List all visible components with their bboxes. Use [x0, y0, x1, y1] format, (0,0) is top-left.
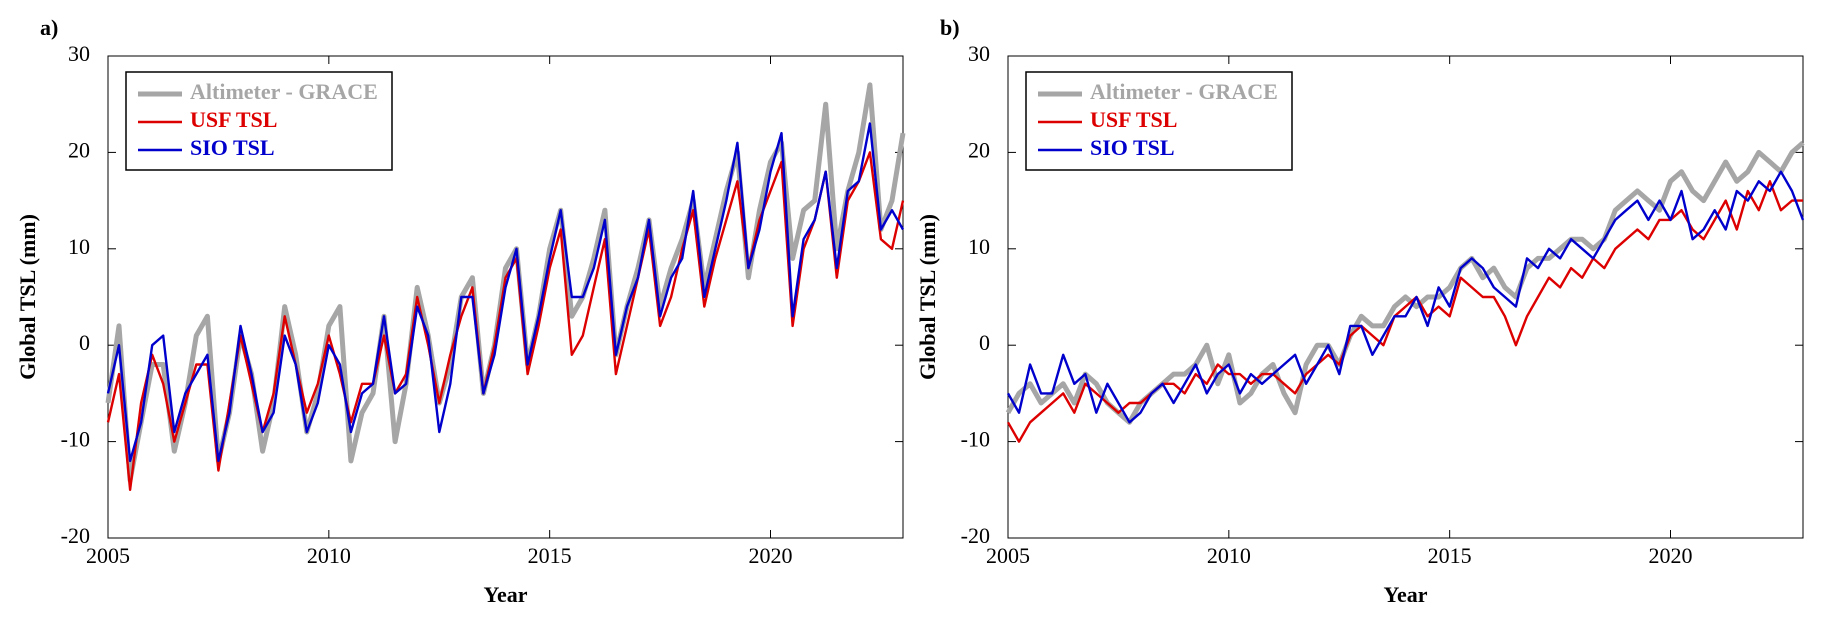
panel: a) Year Global TSL (mm) -20 -10 0 10 20 30 2005 20… — [15, 15, 906, 607]
legend-label: Altimeter - GRACE — [190, 79, 378, 104]
y-tick-label: -20 — [961, 523, 990, 548]
y-tick-label: 0 — [979, 330, 990, 355]
x-tick-label: 2015 — [528, 543, 572, 568]
x-tick-label: 2010 — [307, 543, 351, 568]
x-tick-label: 2020 — [1649, 543, 1693, 568]
y-tick-label: -20 — [61, 523, 90, 548]
y-tick-label: 30 — [968, 41, 990, 66]
x-tick-label: 2005 — [86, 543, 130, 568]
x-tick-label: 2015 — [1428, 543, 1472, 568]
legend-label: USF TSL — [1090, 107, 1177, 132]
y-tick-label: -10 — [61, 427, 90, 452]
y-tick-label: 10 — [968, 234, 990, 259]
series-line — [106, 122, 905, 463]
legend-label: SIO TSL — [190, 135, 275, 160]
panel: b) Year Global TSL (mm) -20 -10 0 10 20 30 2005 20… — [915, 15, 1805, 607]
y-tick-label: 0 — [79, 330, 90, 355]
y-axis-label: Global TSL (mm) — [915, 214, 940, 380]
x-axis-label: Year — [484, 582, 528, 607]
legend-label: Altimeter - GRACE — [1090, 79, 1278, 104]
panel-label: a) — [40, 15, 58, 40]
series-line — [1006, 170, 1805, 424]
series-line — [1005, 140, 1805, 425]
legend-label: USF TSL — [190, 107, 277, 132]
y-tick-label: 20 — [968, 137, 990, 162]
y-tick-label: 10 — [68, 234, 90, 259]
panel-label: b) — [940, 15, 960, 40]
plot-frame — [1007, 55, 1804, 539]
y-axis-label: Global TSL (mm) — [15, 214, 40, 380]
x-tick-label: 2010 — [1207, 543, 1251, 568]
x-tick-label: 2020 — [749, 543, 793, 568]
y-tick-label: 30 — [68, 41, 90, 66]
series-line — [106, 151, 905, 491]
y-tick-label: -10 — [961, 427, 990, 452]
x-axis-label: Year — [1384, 582, 1428, 607]
series-line — [1006, 180, 1803, 443]
plot-frame — [107, 55, 904, 539]
y-tick-label: 20 — [68, 137, 90, 162]
legend-label: SIO TSL — [1090, 135, 1175, 160]
x-tick-label: 2005 — [986, 543, 1030, 568]
